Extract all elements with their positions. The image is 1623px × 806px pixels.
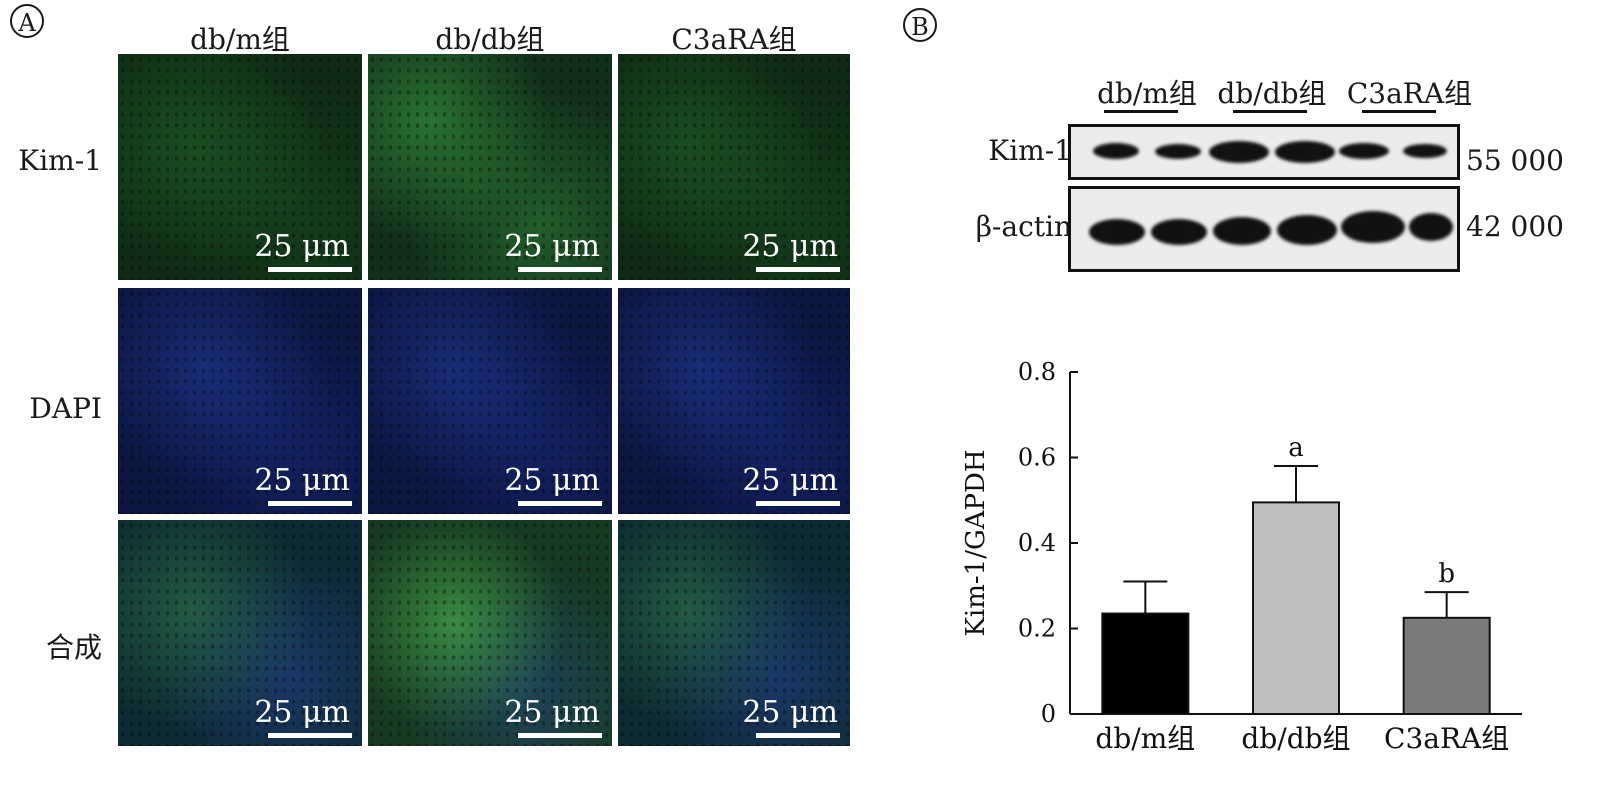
bar — [1252, 501, 1340, 715]
y-tick-label: 0.2 — [1018, 615, 1056, 643]
scale-label: 25 μm — [742, 229, 838, 264]
micrograph-kim1-dbm: 25 μm — [118, 54, 362, 280]
blot-band — [1151, 219, 1207, 245]
blot-group-underline — [1362, 110, 1436, 113]
scale-label: 25 μm — [504, 229, 600, 264]
panel-a-col-title-c3ara: C3aRA组 — [671, 23, 797, 56]
panel-a-row-title-merge: 合成 — [45, 631, 102, 664]
blot-group-c3ara: C3aRA组 — [1346, 77, 1473, 110]
blot-band — [1275, 141, 1335, 163]
panel-a-row-title-kim1: Kim-1 — [18, 144, 102, 177]
scale-label: 25 μm — [504, 463, 600, 498]
panel-a-col-title-dbdb: db/db组 — [435, 23, 545, 56]
blot-group-dbm: db/m组 — [1097, 77, 1197, 110]
y-tick-label: 0.6 — [1018, 444, 1056, 472]
significance-label: a — [1288, 433, 1304, 463]
blot-mw-actin: 42 000 — [1466, 210, 1564, 243]
scale-bar — [268, 501, 352, 506]
significance-label: b — [1438, 559, 1455, 589]
micrograph-dapi-dbdb: 25 μm — [368, 288, 612, 514]
micrograph-kim1-c3ara: 25 μm — [618, 54, 850, 280]
y-tick-label: 0.4 — [1018, 529, 1056, 557]
bar — [1402, 616, 1491, 715]
panel-b-label: B — [903, 8, 937, 42]
blot-protein-actin: β-actin — [975, 210, 1072, 243]
y-tick-label: 0 — [1041, 700, 1056, 728]
blot-band — [1339, 143, 1389, 159]
scale-bar — [518, 501, 602, 506]
blot-protein-kim1: Kim-1 — [988, 134, 1072, 167]
blot-band — [1213, 217, 1271, 245]
micrograph-dapi-c3ara: 25 μm — [618, 288, 850, 514]
blot-group-underline — [1233, 110, 1307, 113]
micrograph-merge-c3ara: 25 μm — [618, 520, 850, 746]
blot-band — [1403, 144, 1447, 158]
blot-band — [1093, 143, 1139, 159]
blot-kim1 — [1068, 124, 1460, 180]
blot-band — [1209, 141, 1269, 163]
scale-label: 25 μm — [742, 695, 838, 730]
y-tick-label: 0.8 — [1018, 358, 1056, 386]
blot-band — [1277, 215, 1337, 245]
scale-label: 25 μm — [254, 229, 350, 264]
scale-bar — [756, 267, 840, 272]
micrograph-merge-dbm: 25 μm — [118, 520, 362, 746]
scale-label: 25 μm — [254, 463, 350, 498]
blot-band — [1409, 213, 1453, 241]
kim1-bar-chart: 0 0.2 0.4 0.6 0.8 Kim-1/GAPDH db/m组 a db/db组 b C3a… — [961, 358, 1522, 755]
scale-bar — [518, 267, 602, 272]
scale-label: 25 μm — [742, 463, 838, 498]
x-tick-label: C3aRA组 — [1384, 722, 1509, 755]
micrograph-dapi-dbm: 25 μm — [118, 288, 362, 514]
scale-bar — [518, 733, 602, 738]
blot-group-underline — [1104, 110, 1178, 113]
scale-bar — [756, 501, 840, 506]
panel-a-col-title-dbm: db/m组 — [190, 23, 290, 56]
y-axis-label: Kim-1/GAPDH — [961, 449, 991, 636]
blot-band — [1341, 211, 1405, 243]
blot-mw-kim1: 55 000 — [1466, 144, 1564, 177]
scale-bar — [268, 267, 352, 272]
blot-band — [1155, 144, 1201, 159]
blot-group-dbdb: db/db组 — [1217, 77, 1327, 110]
panel-a-row-title-dapi: DAPI — [29, 392, 102, 425]
x-tick-label: db/m组 — [1095, 722, 1195, 755]
bar — [1101, 612, 1190, 716]
micrograph-merge-dbdb: 25 μm — [368, 520, 612, 746]
scale-bar — [756, 733, 840, 738]
blot-actin — [1068, 186, 1460, 272]
scale-label: 25 μm — [504, 695, 600, 730]
micrograph-kim1-dbdb: 25 μm — [368, 54, 612, 280]
scale-bar — [268, 733, 352, 738]
scale-label: 25 μm — [254, 695, 350, 730]
panel-a-label: A — [10, 4, 44, 38]
blot-band — [1089, 219, 1145, 245]
x-tick-label: db/db组 — [1241, 722, 1350, 755]
